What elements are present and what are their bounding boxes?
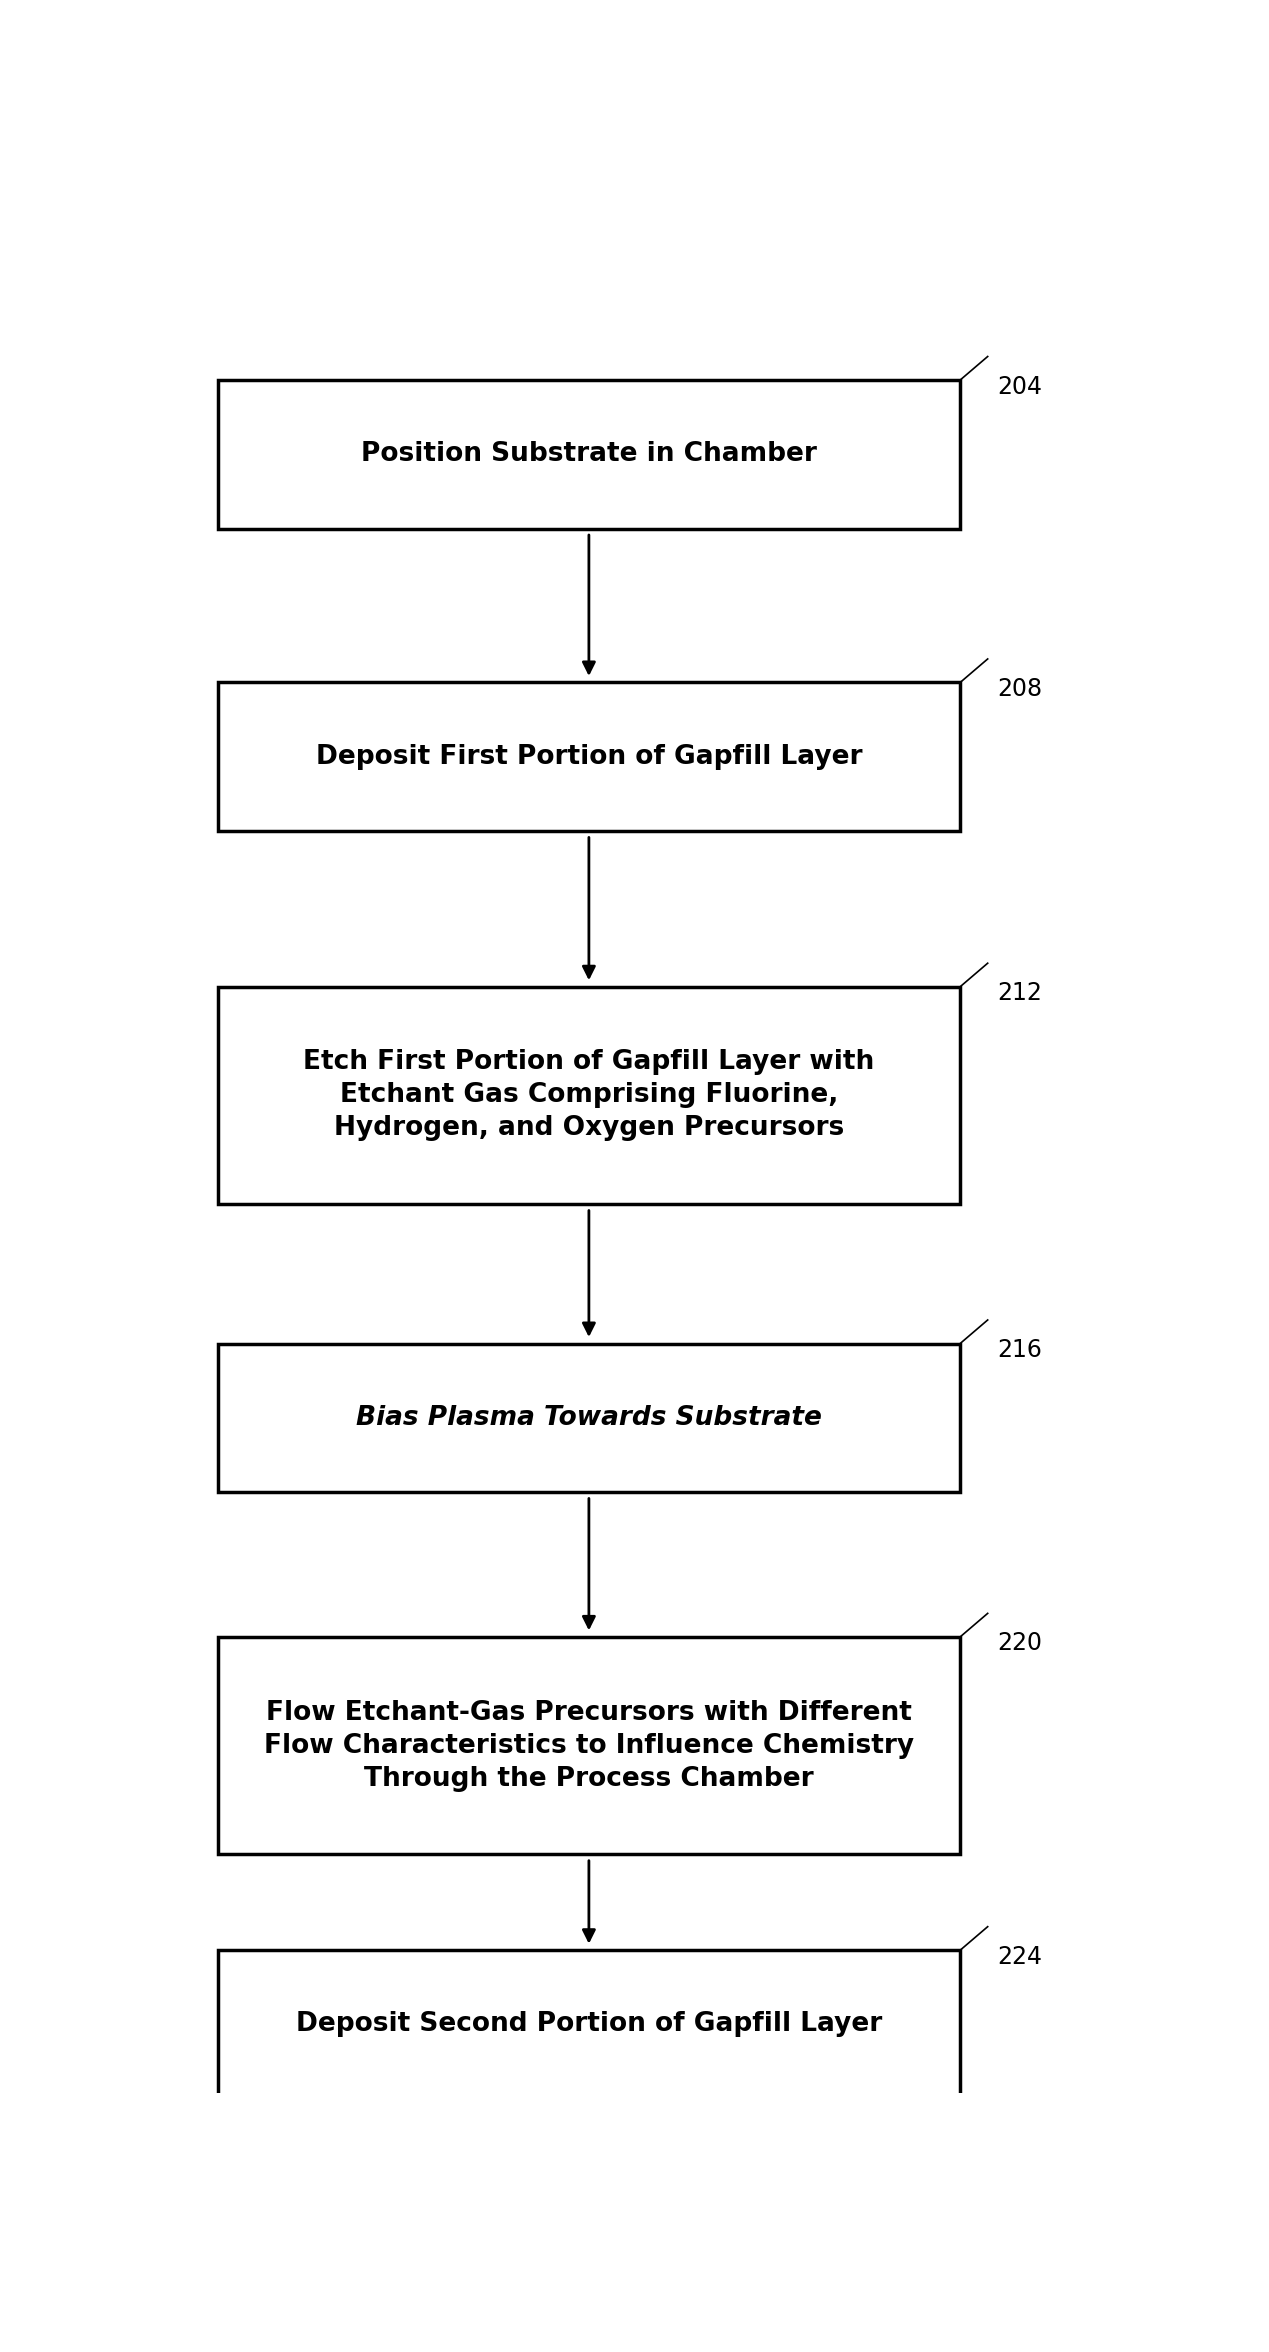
Text: 212: 212 — [997, 981, 1042, 1004]
FancyBboxPatch shape — [218, 1637, 961, 1853]
Text: Deposit First Portion of Gapfill Layer: Deposit First Portion of Gapfill Layer — [316, 743, 862, 769]
FancyBboxPatch shape — [218, 381, 961, 529]
Text: 216: 216 — [997, 1338, 1042, 1362]
Text: 208: 208 — [997, 677, 1043, 701]
Text: Flow Etchant-Gas Precursors with Different
Flow Characteristics to Influence Che: Flow Etchant-Gas Precursors with Differe… — [264, 1700, 914, 1792]
FancyBboxPatch shape — [218, 1343, 961, 1491]
Text: 204: 204 — [997, 374, 1043, 397]
Text: Etch First Portion of Gapfill Layer with
Etchant Gas Comprising Fluorine,
Hydrog: Etch First Portion of Gapfill Layer with… — [303, 1049, 874, 1141]
Text: Deposit Second Portion of Gapfill Layer: Deposit Second Portion of Gapfill Layer — [296, 2011, 882, 2037]
Text: 224: 224 — [997, 1945, 1043, 1969]
Text: 220: 220 — [997, 1632, 1043, 1656]
FancyBboxPatch shape — [218, 988, 961, 1204]
FancyBboxPatch shape — [218, 682, 961, 830]
FancyBboxPatch shape — [218, 1950, 961, 2098]
Text: Bias Plasma Towards Substrate: Bias Plasma Towards Substrate — [357, 1404, 822, 1430]
Text: Position Substrate in Chamber: Position Substrate in Chamber — [360, 442, 817, 468]
